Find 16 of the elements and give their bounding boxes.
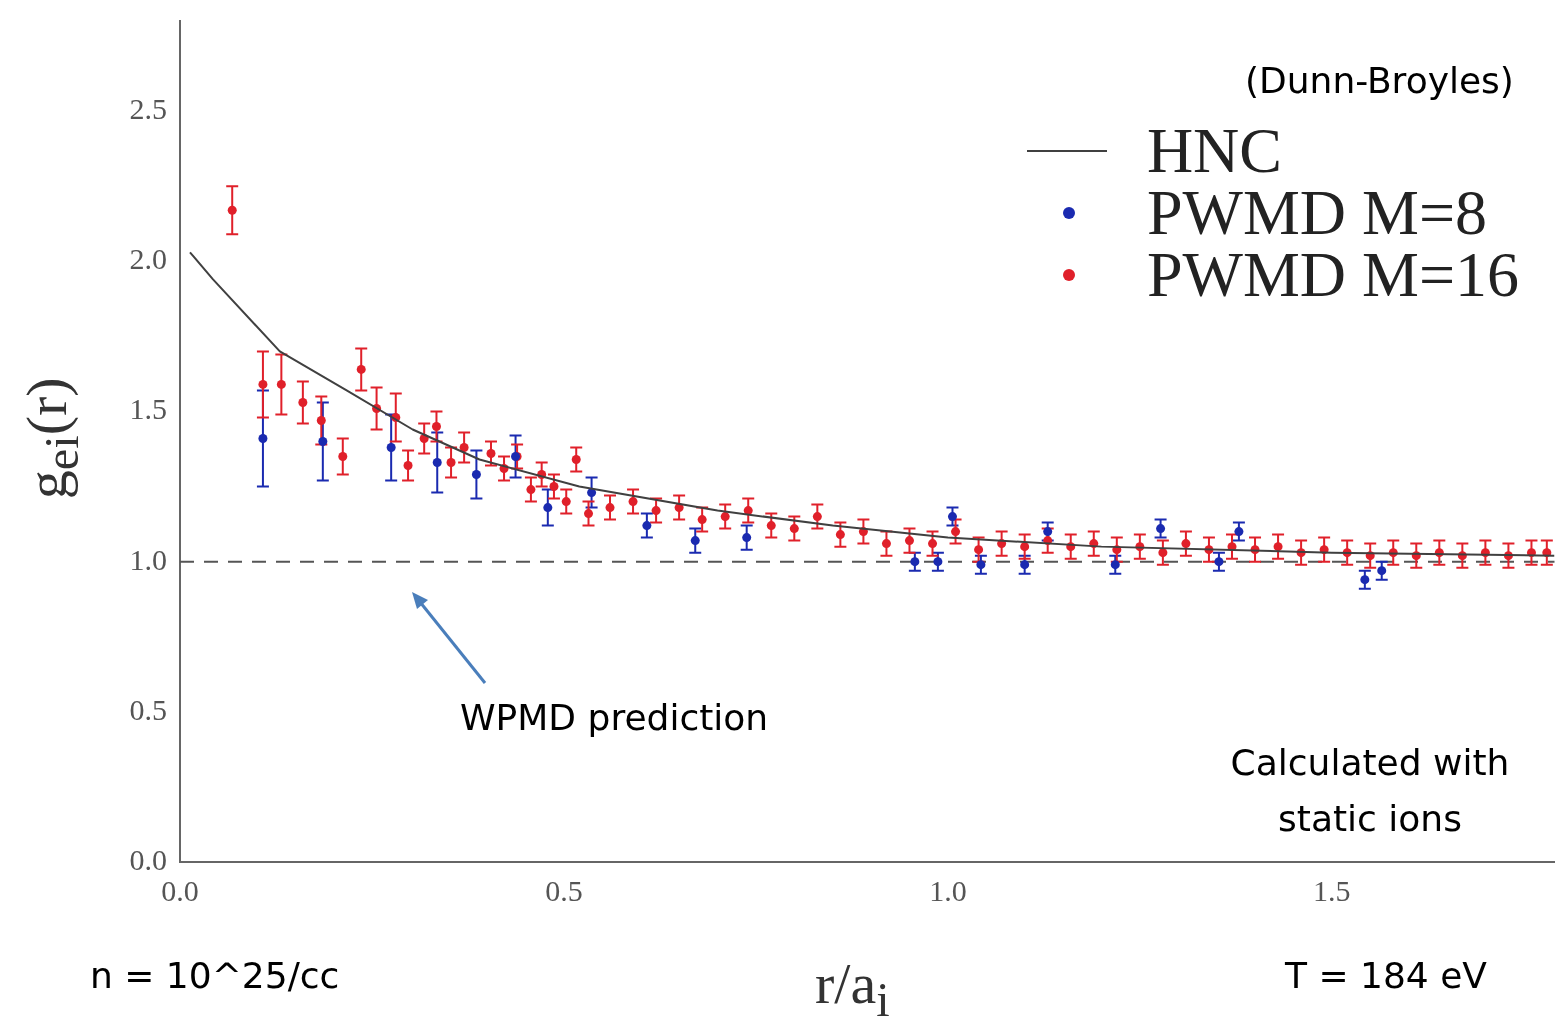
x-tick-label: 1.5	[1313, 873, 1351, 907]
y-tick-label: 2.5	[129, 91, 167, 125]
y-tick-label: 2.0	[129, 242, 167, 276]
annotation: (Dunn-Broyles)	[1245, 60, 1514, 101]
x-axis-title: r/a$_{i}$	[815, 950, 890, 1027]
x-tick-label: 1.0	[929, 873, 967, 907]
text: n = 10^25/cc	[90, 955, 340, 996]
y-tick-label: 0.0	[129, 842, 167, 876]
x-tick-label: 0.5	[545, 873, 583, 907]
annotation: Calculated with static ions	[1229, 741, 1511, 841]
y-tick-label: 1.0	[129, 542, 167, 576]
text: T = 184 eV	[1285, 955, 1487, 996]
y-tick-label: 0.5	[129, 692, 167, 726]
annotation: WPMD prediction	[460, 697, 769, 738]
x-tick-label: 0.0	[161, 873, 199, 907]
y-tick-label: 1.5	[129, 392, 167, 426]
